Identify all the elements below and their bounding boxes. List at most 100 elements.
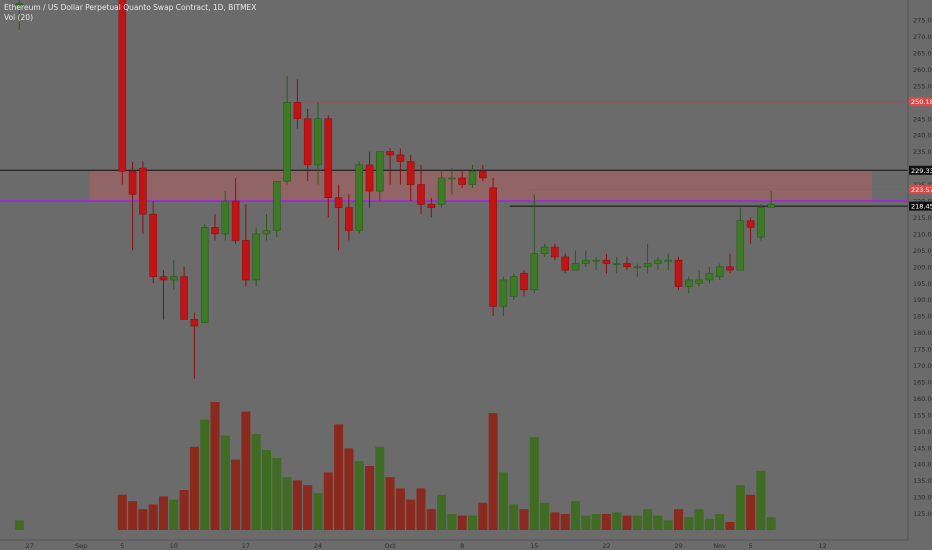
y-tick-label: 235.00 <box>913 148 932 156</box>
candle-body[interactable] <box>520 273 528 291</box>
volume-bar <box>159 496 168 530</box>
candle-body[interactable] <box>540 246 549 254</box>
candle-body[interactable] <box>200 227 209 324</box>
y-tick-label: 175.00 <box>913 346 932 354</box>
price-label-1: 229.33 <box>911 167 932 175</box>
volume-bar <box>189 446 199 530</box>
y-tick-label: 270.00 <box>913 33 932 41</box>
candle-body[interactable] <box>736 220 745 271</box>
candle-body[interactable] <box>664 259 673 262</box>
candle-body[interactable] <box>757 207 765 238</box>
candle-body[interactable] <box>684 279 693 287</box>
candle-body[interactable] <box>767 203 776 208</box>
candle-body[interactable] <box>509 276 518 297</box>
candle-body[interactable] <box>345 207 353 231</box>
candle-body[interactable] <box>602 259 611 264</box>
candle-body[interactable] <box>571 263 580 271</box>
volume-bar <box>540 502 550 530</box>
candle-body[interactable] <box>293 102 302 120</box>
candle-body[interactable] <box>551 246 559 258</box>
candle-body[interactable] <box>221 200 230 235</box>
candle-body[interactable] <box>530 253 539 291</box>
candle-body[interactable] <box>674 259 683 287</box>
x-tick-label: 27 <box>25 542 33 550</box>
candle-body[interactable] <box>242 240 250 281</box>
candle-body[interactable] <box>448 177 456 180</box>
x-tick-label: 5 <box>749 542 753 550</box>
volume-bar <box>313 493 323 530</box>
candle-body[interactable] <box>478 171 487 179</box>
candle-body[interactable] <box>139 167 147 215</box>
volume-bar <box>200 419 210 530</box>
candle-body[interactable] <box>643 263 652 268</box>
x-tick-label: 15 <box>530 542 538 550</box>
candle-body[interactable] <box>592 259 600 262</box>
candle-body[interactable] <box>314 118 322 166</box>
candle-body[interactable] <box>437 177 446 205</box>
volume-bar <box>395 488 405 530</box>
y-tick-label: 200.00 <box>913 263 932 271</box>
candle-body[interactable] <box>252 233 260 281</box>
candle-body[interactable] <box>726 266 734 271</box>
candle-body[interactable] <box>705 273 714 281</box>
y-tick-label: 170.00 <box>913 362 932 370</box>
candle-body[interactable] <box>633 266 642 269</box>
candle-body[interactable] <box>118 0 127 172</box>
candle-body[interactable] <box>159 276 168 281</box>
candle-body[interactable] <box>262 230 271 235</box>
y-tick-label: 275.00 <box>913 17 932 25</box>
volume-bar <box>447 514 457 530</box>
candle-body[interactable] <box>581 259 590 264</box>
candle-body[interactable] <box>283 102 291 182</box>
candle-body[interactable] <box>427 203 436 208</box>
candle-body[interactable] <box>746 220 755 228</box>
candle-body[interactable] <box>417 184 425 205</box>
price-axis <box>908 0 932 550</box>
x-tick-label: 29 <box>674 542 682 550</box>
candle-body[interactable] <box>499 279 508 307</box>
candle-body[interactable] <box>715 266 724 277</box>
candle-body[interactable] <box>211 227 219 235</box>
volume-bar <box>303 485 313 530</box>
candle-body[interactable] <box>396 154 405 162</box>
y-tick-label: 165.00 <box>913 378 932 386</box>
candle-body[interactable] <box>180 276 188 320</box>
candle-body[interactable] <box>468 171 477 185</box>
candle-body[interactable] <box>561 256 570 271</box>
volume-bar <box>323 472 333 530</box>
volume-bar <box>375 446 385 530</box>
candle-body[interactable] <box>303 118 312 166</box>
candle-body[interactable] <box>612 263 621 265</box>
candle-body[interactable] <box>324 118 333 199</box>
candle-body[interactable] <box>365 164 374 192</box>
volume-bar <box>385 477 395 530</box>
candle-body[interactable] <box>231 200 240 241</box>
price-label-0: 250.18 <box>911 98 932 106</box>
candle-body[interactable] <box>386 151 394 156</box>
candle-body[interactable] <box>190 319 199 327</box>
candle-body[interactable] <box>149 213 157 277</box>
candle-body[interactable] <box>128 171 137 195</box>
volume-bar <box>292 480 302 530</box>
candle-body[interactable] <box>170 276 178 281</box>
y-tick-label: 245.00 <box>913 115 932 123</box>
candle-body[interactable] <box>375 151 384 192</box>
candle-body[interactable] <box>654 259 662 264</box>
candle-body[interactable] <box>489 187 497 307</box>
candle-body[interactable] <box>15 3 24 5</box>
volume-bar <box>622 515 632 530</box>
candle-body[interactable] <box>458 177 467 185</box>
candle-body[interactable] <box>695 279 703 284</box>
price-label-bg <box>909 165 932 175</box>
y-tick-label: 215.00 <box>913 214 932 222</box>
candle-body[interactable] <box>334 197 343 208</box>
volume-bar <box>756 470 766 530</box>
candle-body[interactable] <box>355 164 364 231</box>
volume-bar <box>272 458 282 530</box>
candle-body[interactable] <box>406 161 415 185</box>
candle-body[interactable] <box>272 180 281 231</box>
volume-bar <box>14 520 24 530</box>
candle-body[interactable] <box>623 263 631 268</box>
volume-bar <box>746 494 756 530</box>
